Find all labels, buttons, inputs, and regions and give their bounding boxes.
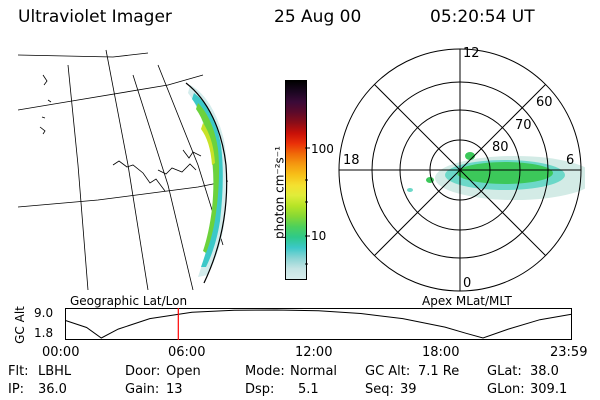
dsp-value: 5.1 bbox=[298, 382, 319, 397]
colorbar-tick-marks bbox=[305, 147, 310, 265]
polar-aurora bbox=[407, 152, 585, 200]
orbit-xtick-2: 12:00 bbox=[295, 345, 333, 360]
mlt-label-0: 0 bbox=[463, 276, 471, 291]
date-label: 25 Aug 00 bbox=[274, 7, 362, 27]
graticule-line bbox=[18, 52, 149, 58]
meridian-diag bbox=[374, 84, 546, 256]
earth-limb bbox=[185, 82, 228, 284]
coastline bbox=[157, 163, 197, 175]
geographic-map bbox=[18, 49, 229, 290]
seq-label: Seq: bbox=[365, 382, 394, 397]
flt-label: Flt: bbox=[8, 364, 29, 379]
orbit-xtick-1: 06:00 bbox=[168, 345, 206, 360]
gain-label: Gain: bbox=[125, 382, 160, 397]
graticule-line bbox=[18, 74, 204, 111]
door-value: Open bbox=[166, 364, 201, 379]
orbit-altitude-line bbox=[65, 309, 572, 339]
seq-value: 39 bbox=[400, 382, 417, 397]
ip-value: 36.0 bbox=[38, 382, 67, 397]
mlt-label-6: 6 bbox=[566, 153, 574, 168]
orbit-altitude-plot bbox=[65, 308, 572, 340]
mlat-label-70: 70 bbox=[515, 118, 532, 133]
graticule-line bbox=[67, 64, 89, 290]
orbit-xtick-3: 18:00 bbox=[422, 345, 460, 360]
coastline bbox=[182, 149, 202, 159]
colorbar-tick-10: 10 bbox=[311, 229, 327, 243]
graticule-line bbox=[18, 180, 229, 208]
mlat-label-60: 60 bbox=[536, 95, 553, 110]
glat-label: GLat: bbox=[487, 364, 522, 379]
map-panel-label: Geographic Lat/Lon bbox=[70, 294, 188, 308]
mlt-label-18: 18 bbox=[343, 153, 360, 168]
orbit-xtick-0: 00:00 bbox=[42, 345, 80, 360]
time-label: 05:20:54 UT bbox=[430, 7, 535, 27]
orbit-ytick-min: 1.8 bbox=[34, 326, 54, 340]
gcalt-value: 7.1 Re bbox=[418, 364, 460, 379]
mode-label: Mode: bbox=[245, 364, 285, 379]
coastline bbox=[112, 160, 166, 192]
glon-label: GLon: bbox=[487, 382, 525, 397]
polar-plot: 12 18 6 0 60 70 80 bbox=[338, 46, 585, 292]
colorbar-tick-100: 100 bbox=[311, 142, 334, 156]
dsp-label: Dsp: bbox=[245, 382, 275, 397]
mlt-label-12: 12 bbox=[463, 46, 480, 61]
gain-value: 13 bbox=[166, 382, 183, 397]
mlat-label-80: 80 bbox=[492, 140, 509, 155]
glat-value: 38.0 bbox=[530, 364, 559, 379]
colorbar-unit-label: photon cm⁻²s⁻¹ bbox=[272, 146, 287, 239]
mode-value: Normal bbox=[290, 364, 338, 379]
polar-panel-label: Apex MLat/MLT bbox=[422, 294, 512, 308]
ip-label: IP: bbox=[8, 382, 25, 397]
door-label: Door: bbox=[125, 364, 161, 379]
aurora-glow bbox=[188, 85, 227, 277]
flt-value: LBHL bbox=[38, 364, 72, 379]
graticule-line bbox=[105, 49, 149, 290]
gcalt-label: GC Alt: bbox=[365, 364, 411, 379]
coastline bbox=[39, 74, 52, 135]
glon-value: 309.1 bbox=[530, 382, 568, 397]
instrument-title: Ultraviolet Imager bbox=[18, 7, 172, 27]
orbit-ytick-max: 9.0 bbox=[34, 306, 54, 320]
orbit-ylabel: GC Alt bbox=[13, 306, 27, 344]
orbit-xtick-4: 23:59 bbox=[550, 345, 588, 360]
graticule-line bbox=[132, 74, 194, 290]
